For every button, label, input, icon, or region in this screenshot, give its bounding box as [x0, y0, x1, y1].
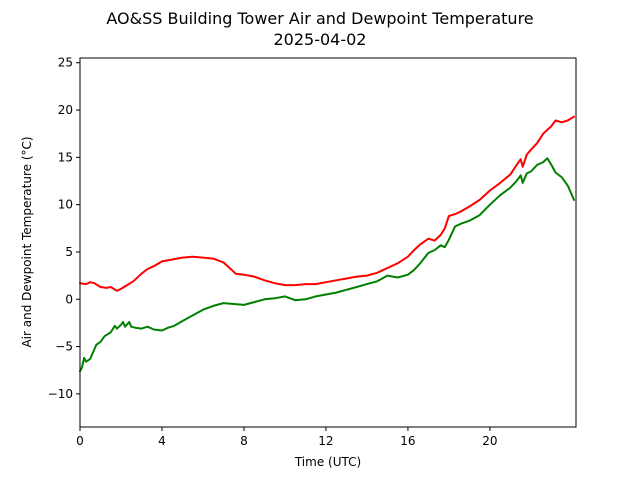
- y-tick-label: −10: [48, 387, 73, 401]
- y-tick-label: 0: [65, 292, 73, 306]
- plot-frame: [79, 57, 577, 428]
- y-tick-label: 10: [58, 198, 73, 212]
- chart-subtitle: 2025-04-02: [274, 30, 367, 49]
- x-tick-label: 8: [240, 434, 248, 448]
- y-tick-label: 15: [58, 150, 73, 164]
- chart-title: AO&SS Building Tower Air and Dewpoint Te…: [106, 9, 533, 28]
- x-axis-label: Time (UTC): [294, 455, 361, 469]
- x-tick-label: 0: [76, 434, 84, 448]
- y-axis-label: Air and Dewpoint Temperature (°C): [20, 136, 34, 347]
- air-temperature-line: [79, 115, 575, 292]
- y-tick-label: 25: [58, 56, 73, 70]
- x-tick-label: 12: [318, 434, 333, 448]
- x-tick-label: 4: [158, 434, 166, 448]
- x-tick-label: 20: [482, 434, 497, 448]
- series-layer: [79, 115, 575, 373]
- x-tick-label: 16: [400, 434, 415, 448]
- y-axis-ticks: −10 −5 0 5 10 15 20 25: [48, 56, 80, 401]
- y-tick-label: 20: [58, 103, 73, 117]
- dewpoint-temperature-line: [79, 157, 575, 373]
- y-tick-label: 5: [65, 245, 73, 259]
- y-tick-label: −5: [55, 340, 73, 354]
- x-axis-ticks: 0 4 8 12 16 20: [76, 427, 498, 448]
